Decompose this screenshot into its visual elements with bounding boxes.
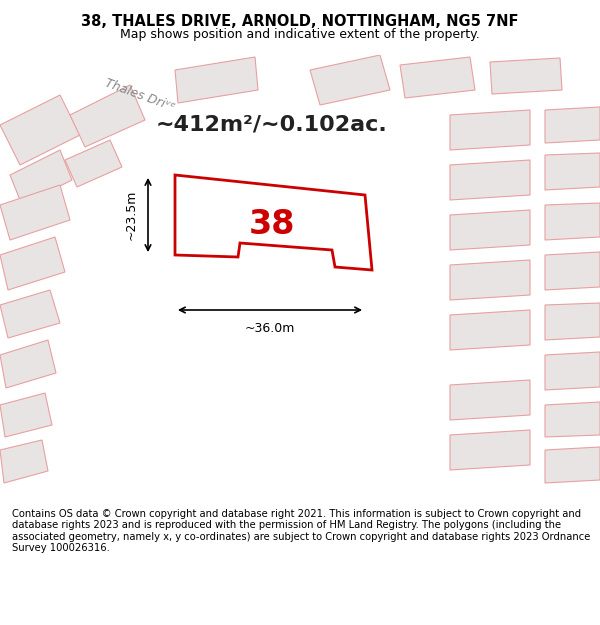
Polygon shape <box>450 430 530 470</box>
Polygon shape <box>175 57 258 103</box>
Text: ~36.0m: ~36.0m <box>245 322 295 335</box>
Polygon shape <box>490 58 562 94</box>
Polygon shape <box>0 55 340 175</box>
Polygon shape <box>0 290 60 338</box>
Text: Contains OS data © Crown copyright and database right 2021. This information is : Contains OS data © Crown copyright and d… <box>12 509 590 553</box>
Polygon shape <box>0 185 70 240</box>
Polygon shape <box>450 380 530 420</box>
Polygon shape <box>0 340 56 388</box>
Polygon shape <box>545 107 600 143</box>
Polygon shape <box>450 160 530 200</box>
Text: 38: 38 <box>249 209 295 241</box>
Polygon shape <box>70 85 145 147</box>
Polygon shape <box>545 447 600 483</box>
Text: Map shows position and indicative extent of the property.: Map shows position and indicative extent… <box>120 28 480 41</box>
Polygon shape <box>0 237 65 290</box>
Polygon shape <box>545 303 600 340</box>
Polygon shape <box>450 310 530 350</box>
Polygon shape <box>450 210 530 250</box>
Polygon shape <box>310 55 390 105</box>
Polygon shape <box>545 402 600 437</box>
Polygon shape <box>545 352 600 390</box>
Text: 38, THALES DRIVE, ARNOLD, NOTTINGHAM, NG5 7NF: 38, THALES DRIVE, ARNOLD, NOTTINGHAM, NG… <box>81 14 519 29</box>
Polygon shape <box>545 153 600 190</box>
Polygon shape <box>545 252 600 290</box>
Polygon shape <box>10 150 72 205</box>
Text: ~23.5m: ~23.5m <box>125 190 138 240</box>
Polygon shape <box>0 440 48 483</box>
Polygon shape <box>0 393 52 437</box>
Text: Thales Driᵛᵉ: Thales Driᵛᵉ <box>103 76 177 114</box>
Polygon shape <box>0 95 80 165</box>
Polygon shape <box>545 203 600 240</box>
Text: ~412m²/~0.102ac.: ~412m²/~0.102ac. <box>156 115 388 135</box>
Polygon shape <box>450 260 530 300</box>
Polygon shape <box>65 140 122 187</box>
Polygon shape <box>400 57 475 98</box>
Polygon shape <box>450 110 530 150</box>
